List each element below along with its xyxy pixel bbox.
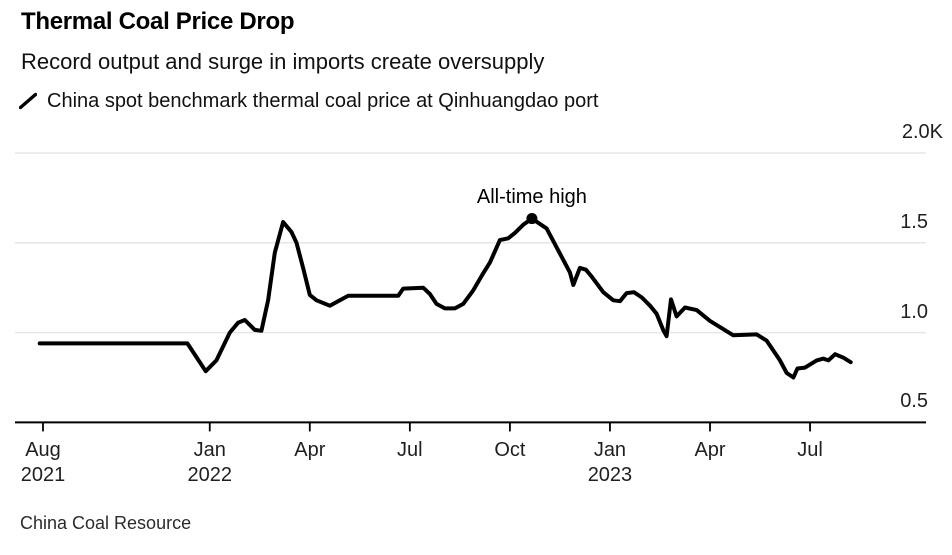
x-axis-year-label: 2023 — [587, 464, 633, 486]
legend-label: China spot benchmark thermal coal price … — [47, 90, 599, 112]
legend: China spot benchmark thermal coal price … — [19, 90, 598, 112]
all-time-high-dot — [526, 213, 538, 225]
line-series-swatch-icon — [19, 92, 37, 110]
y-axis-tick-label: 2.0K — [901, 121, 943, 143]
x-axis-month-label: Jan — [193, 439, 226, 461]
source-credit: China Coal Resource — [20, 513, 192, 533]
price-line-series — [37, 216, 853, 380]
x-axis-month-label: Jan — [593, 439, 627, 461]
y-axis-tick-label: 0.5 — [900, 390, 928, 413]
x-axis-month-label: Apr — [694, 439, 726, 461]
x-axis-month-label: Apr — [294, 439, 326, 461]
y-axis-tick-label: 1.0 — [900, 300, 928, 323]
x-axis-month-label: Aug — [25, 439, 61, 461]
chart-title: Thermal Coal Price Drop — [21, 8, 295, 35]
all-time-high-annotation: All-time high — [476, 186, 587, 208]
x-axis-year-label: 2021 — [20, 464, 66, 486]
x-axis-year-label: 2022 — [187, 464, 233, 486]
x-axis-month-label: Jul — [397, 439, 423, 461]
y-axis-tick-label: 1.5 — [900, 210, 928, 233]
chart-subtitle: Record output and surge in imports creat… — [21, 49, 545, 74]
x-axis-month-label: Oct — [494, 439, 526, 461]
x-axis-month-label: Jul — [797, 439, 823, 461]
